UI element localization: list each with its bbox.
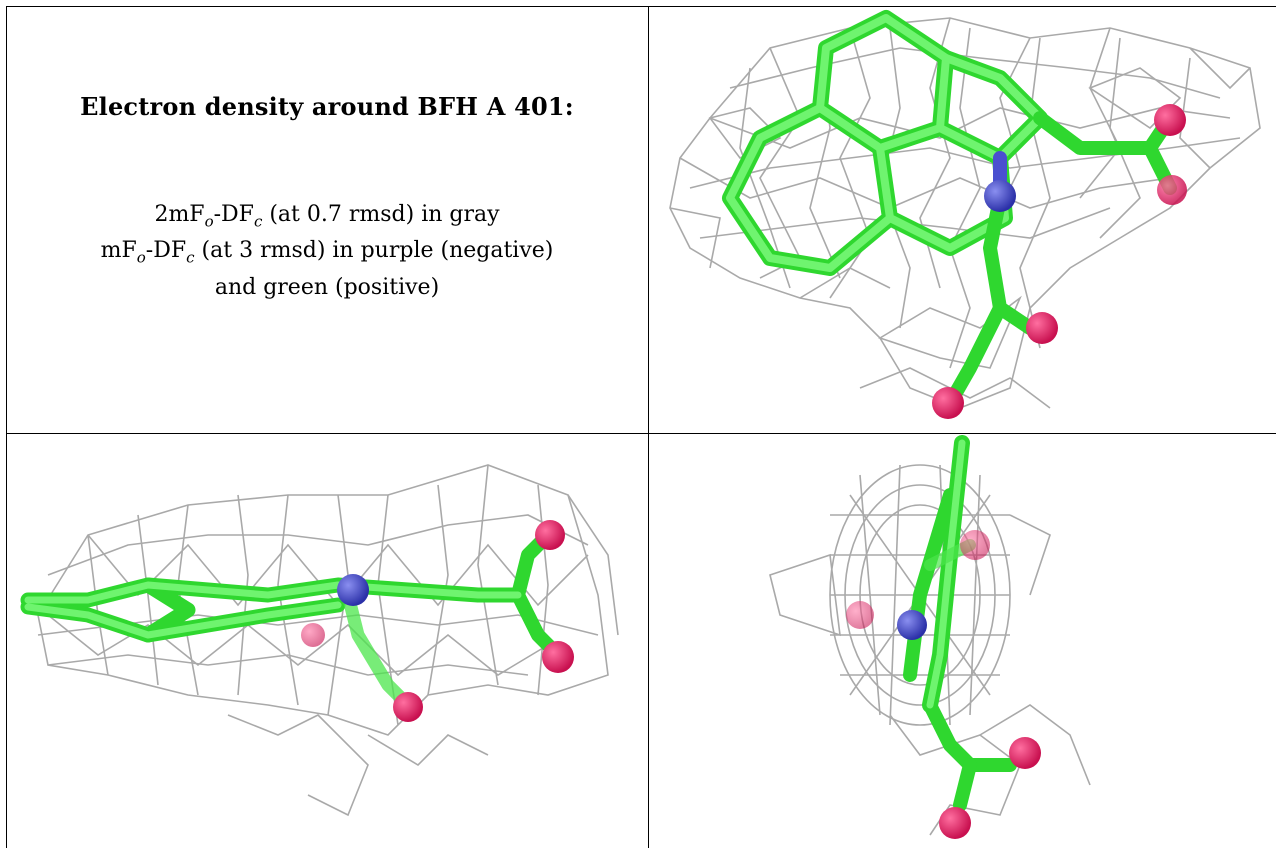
density-view-top <box>650 8 1274 432</box>
mesh-2fo-fc <box>669 17 1261 409</box>
table-border-top <box>6 6 1276 7</box>
oxygen-atom <box>1026 312 1058 344</box>
legend-line-gray: 2mFo-DFc (at 0.7 rmsd) in gray <box>154 202 500 231</box>
ligand-sticks-side <box>20 528 565 712</box>
nitrogen-atom <box>337 574 369 606</box>
oxygen-atom <box>846 601 874 629</box>
nitrogen-atom <box>897 610 927 640</box>
oxygen-atom <box>301 623 325 647</box>
density-view-end-image <box>769 435 1091 839</box>
oxygen-atom <box>393 692 423 722</box>
oxygen-atom <box>542 641 574 673</box>
atoms-top <box>932 104 1187 419</box>
density-view-side <box>8 435 646 847</box>
density-view-top-image <box>669 10 1261 419</box>
atoms-end <box>846 530 1041 839</box>
oxygen-atom <box>960 530 990 560</box>
figure-legend: 2mFo-DFc (at 0.7 rmsd) in gray mFo-DFc (… <box>6 200 648 303</box>
legend-line-purple: mFo-DFc (at 3 rmsd) in purple (negative) <box>100 238 554 267</box>
legend-line-green: and green (positive) <box>214 274 440 300</box>
mesh-2fo-fc <box>37 464 619 817</box>
ligand-sticks-end <box>903 435 1017 812</box>
oxygen-atom <box>1154 104 1186 136</box>
density-view-side-image <box>20 464 619 817</box>
table-border-middle <box>6 433 1276 434</box>
oxygen-atom <box>535 520 565 550</box>
table-border-left <box>6 6 7 848</box>
oxygen-atom <box>1157 175 1187 205</box>
density-view-end <box>650 435 1274 847</box>
nitrogen-atom <box>984 180 1016 212</box>
atoms-side <box>301 520 574 722</box>
oxygen-atom <box>1009 737 1041 769</box>
oxygen-atom <box>939 807 971 839</box>
mesh-2fo-fc <box>769 464 1091 836</box>
table-border-center <box>648 6 649 848</box>
oxygen-atom <box>932 387 964 419</box>
figure-title: Electron density around BFH A 401: <box>80 92 574 121</box>
